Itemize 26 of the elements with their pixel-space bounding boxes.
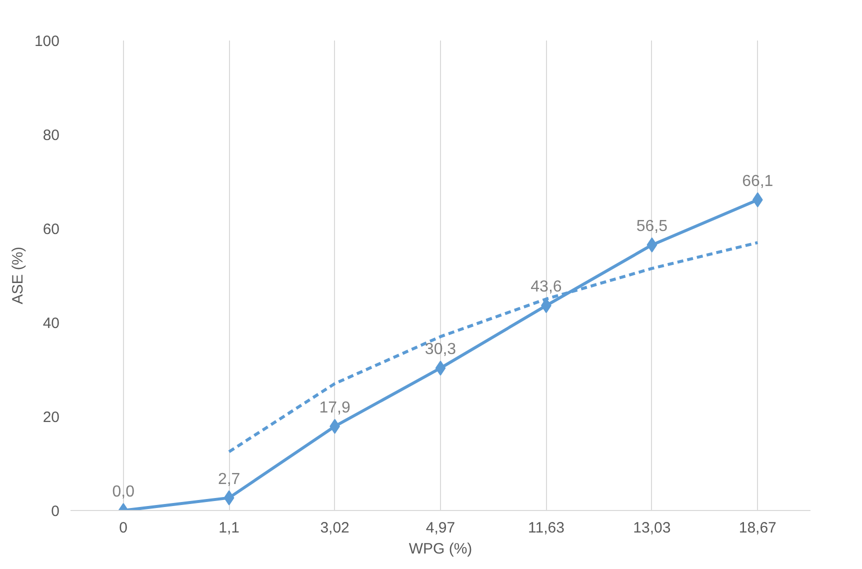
data-label: 66,1 (742, 172, 774, 190)
x-axis-title: WPG (%) (408, 540, 472, 558)
x-tick-label: 4,97 (426, 520, 456, 536)
x-tick-label: 0 (119, 520, 128, 536)
data-label: 2,7 (218, 470, 240, 488)
x-tick-label: 3,02 (320, 520, 350, 536)
data-label: 17,9 (319, 399, 350, 416)
point (752, 192, 763, 208)
point (435, 360, 446, 376)
x-tick-label: 1,1 (218, 520, 240, 536)
data-label: 30,3 (424, 341, 456, 358)
x-tick-label: 18,67 (738, 520, 776, 536)
x-tick-label: 11,63 (528, 520, 564, 536)
y-axis-title: ASE (%) (9, 246, 26, 304)
data-label: 0,0 (112, 484, 135, 500)
point (224, 490, 234, 506)
y-tick-label: 20 (42, 409, 60, 426)
y-tick-label: 80 (42, 127, 60, 144)
data-label: 56,5 (636, 218, 668, 235)
y-tick-label: 100 (34, 33, 60, 50)
y-tick-label: 0 (51, 503, 60, 520)
point (646, 237, 658, 252)
y-tick-label: 60 (42, 221, 60, 238)
x-tick-label: 13,03 (633, 520, 671, 536)
y-tick-label: 40 (42, 315, 60, 332)
data-label: 43,6 (530, 278, 562, 296)
